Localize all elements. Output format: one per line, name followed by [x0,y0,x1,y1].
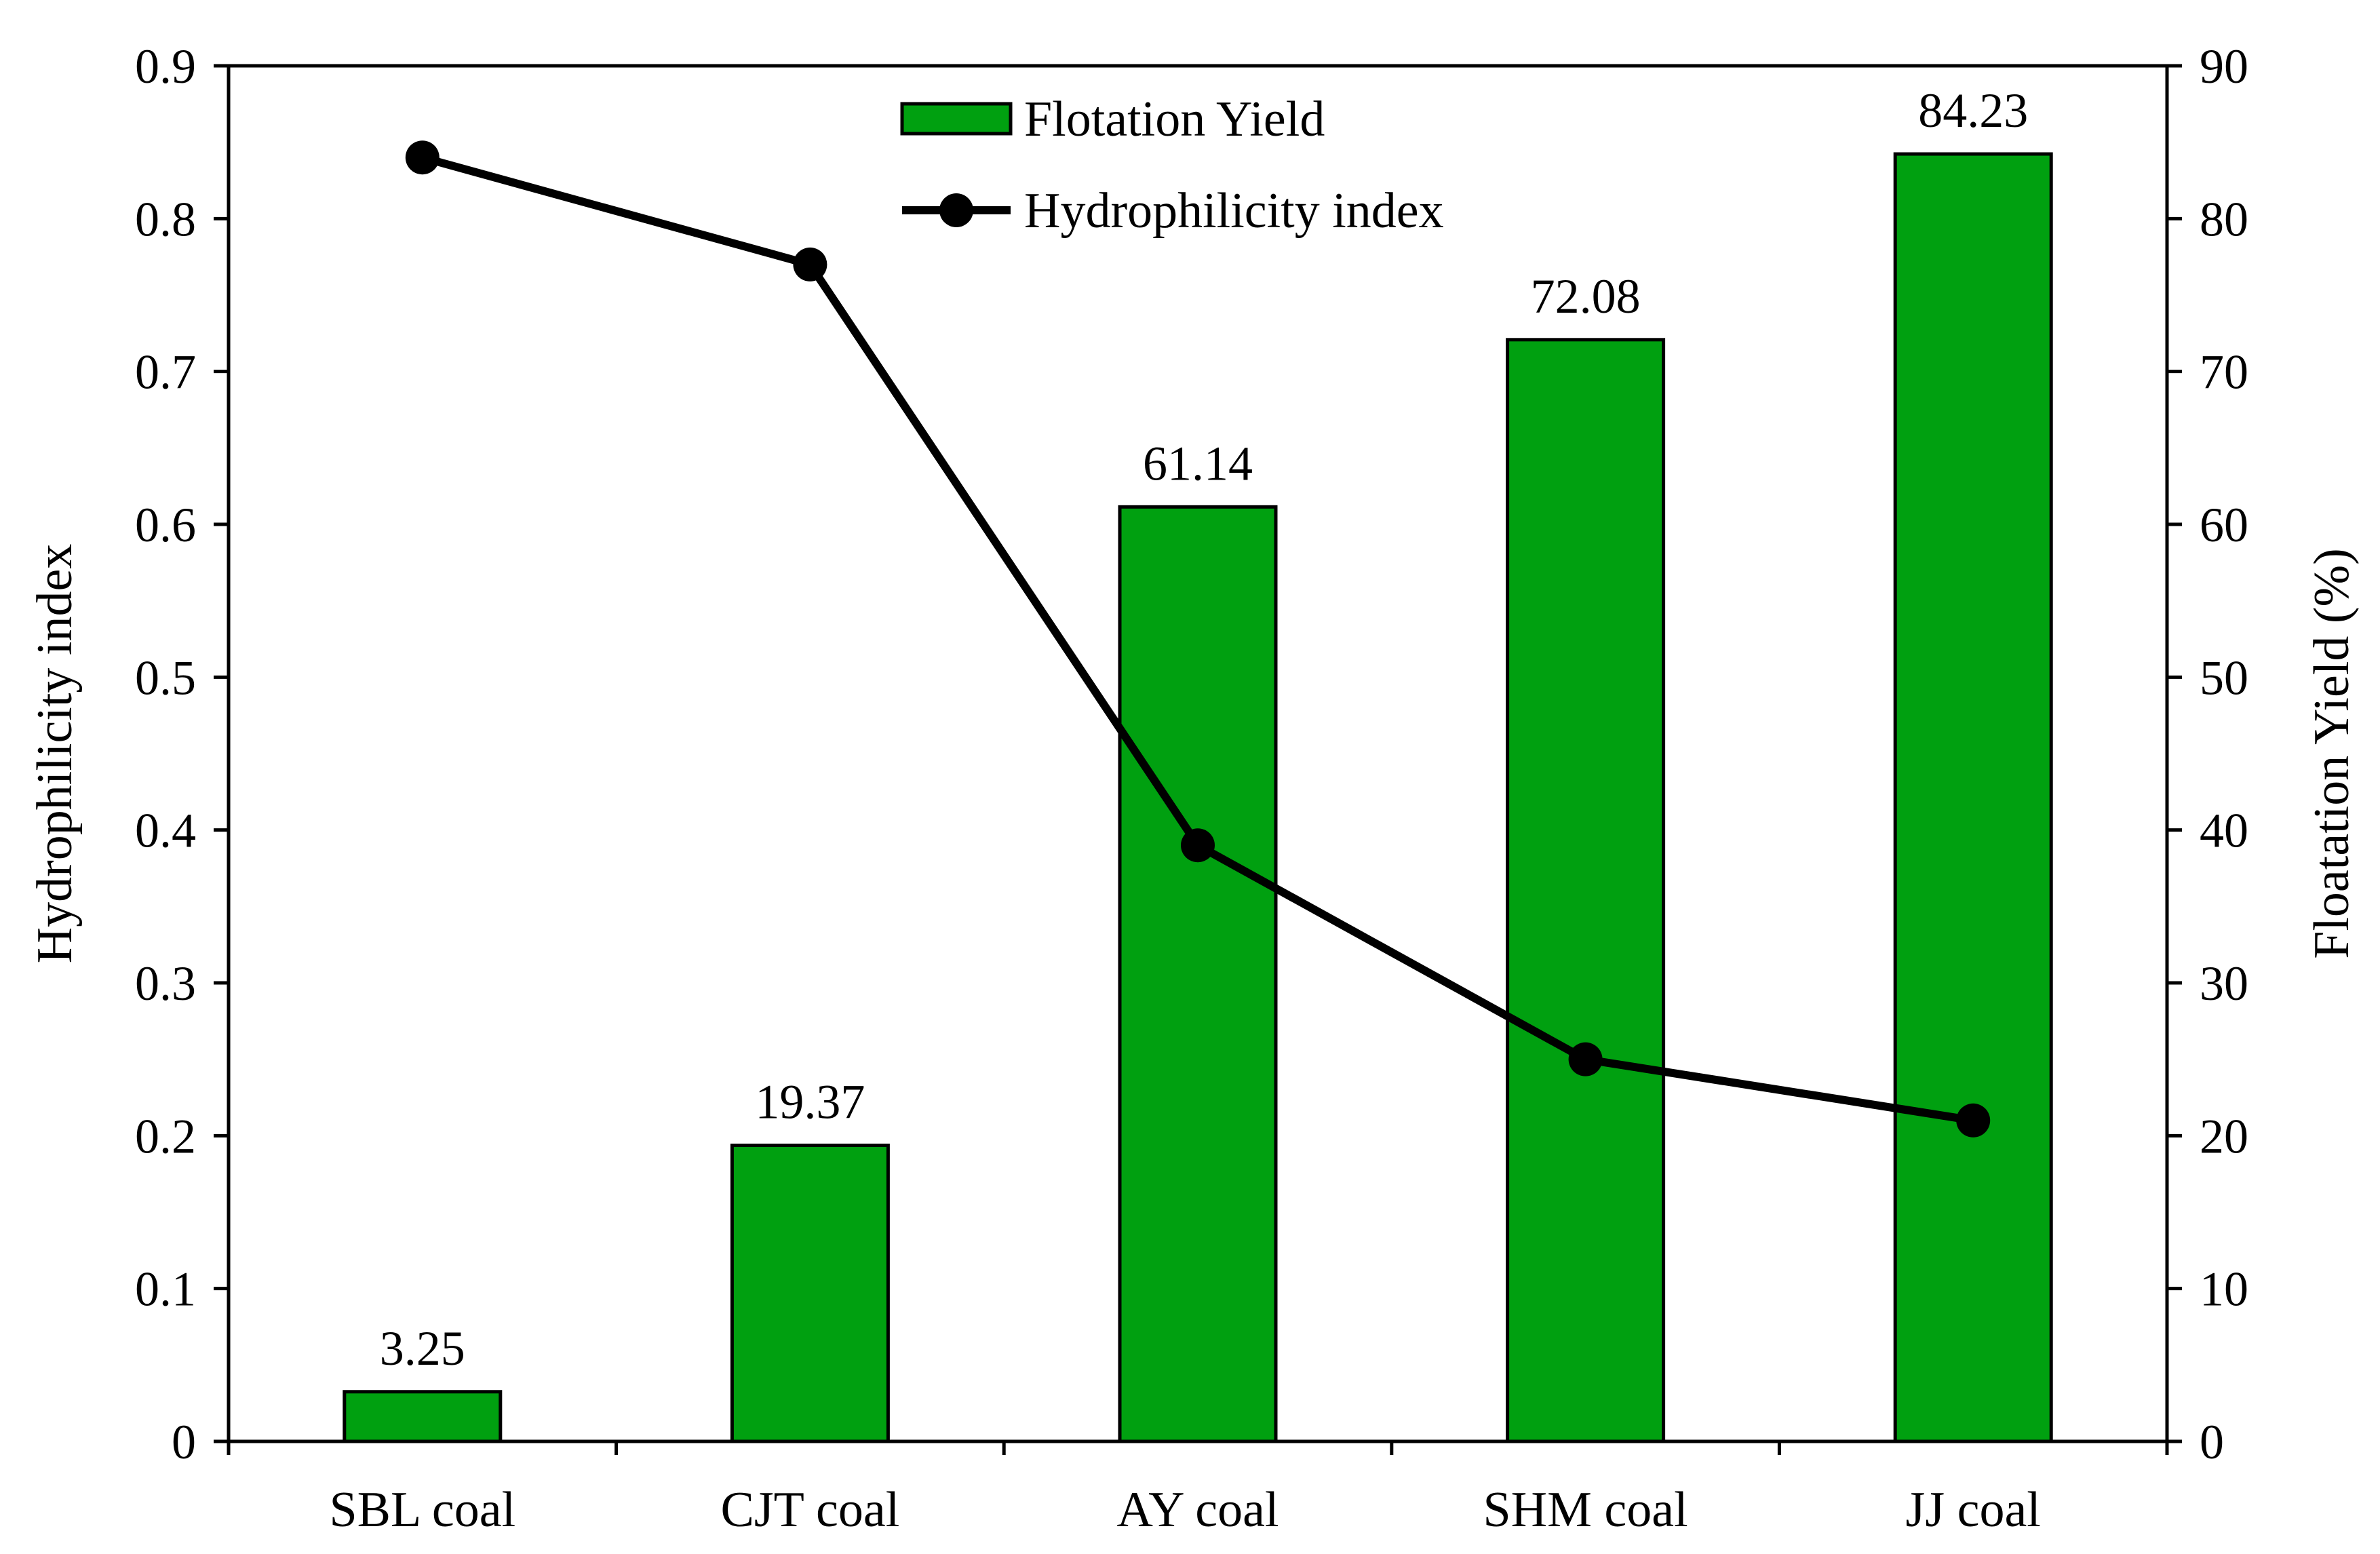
y-left-tick-label: 0.9 [135,39,196,94]
y-left-tick-label: 0.3 [135,956,196,1011]
y-axis-right-title: Floatation Yield (%) [2304,548,2360,959]
y-right-tick-label: 10 [2200,1262,2248,1317]
y-left-tick-label: 0.8 [135,192,196,246]
legend: Flotation Yield Hydrophilicity index [900,92,1444,239]
bar-cjt-coal [730,1144,890,1443]
bar-sbl-coal [343,1390,503,1443]
legend-marker-icon [939,193,973,227]
y-left-tick-label: 0.2 [135,1109,196,1163]
y-right-tick-label: 70 [2200,345,2248,400]
legend-label-flotation-yield: Flotation Yield [1024,92,1325,147]
y-right-tick-label: 90 [2200,39,2248,94]
x-category-label: CJT coal [721,1482,900,1538]
x-category-label: AY coal [1116,1482,1279,1538]
axes: 0 0.1 0.2 0.3 0.4 0.5 0.6 0.7 0.8 0.9 0 10 20 30 40 50 6… [135,39,2248,1538]
hydrophilicity-line-group [405,140,1991,1138]
legend-bar-swatch [900,102,1013,136]
bar-jj-coal [1893,152,2053,1443]
bar-value-label: 84.23 [1918,83,2028,138]
legend-label-hydrophilicity-index: Hydrophilicity index [1024,183,1444,239]
x-category-label: SBL coal [329,1482,515,1538]
bar-value-label: 61.14 [1143,436,1253,490]
hydrophilicity-point-ay-coal [1181,828,1215,863]
bar-value-label: 3.25 [380,1321,465,1376]
hydrophilicity-point-jj-coal [1956,1103,1991,1138]
y-right-tick-label: 60 [2200,498,2248,552]
y-right-tick-label: 50 [2200,650,2248,705]
y-left-tick-label: 0.7 [135,345,196,400]
hydrophilicity-point-sbl-coal [405,140,440,175]
bar-value-label: 72.08 [1531,269,1641,324]
y-right-tick-label: 30 [2200,956,2248,1011]
y-right-tick-label: 20 [2200,1109,2248,1163]
bar-value-label: 19.37 [755,1075,865,1129]
y-left-tick-label: 0.1 [135,1262,196,1317]
hydrophilicity-point-cjt-coal [793,247,827,281]
y-right-tick-label: 0 [2200,1415,2224,1469]
y-left-tick-label: 0 [172,1415,196,1469]
y-right-tick-label: 40 [2200,804,2248,858]
bar-group [343,152,2053,1443]
x-category-label: JJ coal [1906,1482,2041,1538]
y-left-tick-label: 0.6 [135,498,196,552]
y-left-tick-label: 0.5 [135,650,196,705]
y-axis-left-title: Hydrophilicity index [27,544,83,964]
bar-label-group: 3.25 19.37 61.14 72.08 84.23 [380,83,2028,1376]
y-right-tick-label: 80 [2200,192,2248,246]
bar-shm-coal [1506,338,1666,1443]
y-left-tick-label: 0.4 [135,804,196,858]
bar-ay-coal [1118,505,1278,1443]
hydrophilicity-point-shm-coal [1568,1042,1603,1076]
x-category-label: SHM coal [1483,1482,1688,1538]
